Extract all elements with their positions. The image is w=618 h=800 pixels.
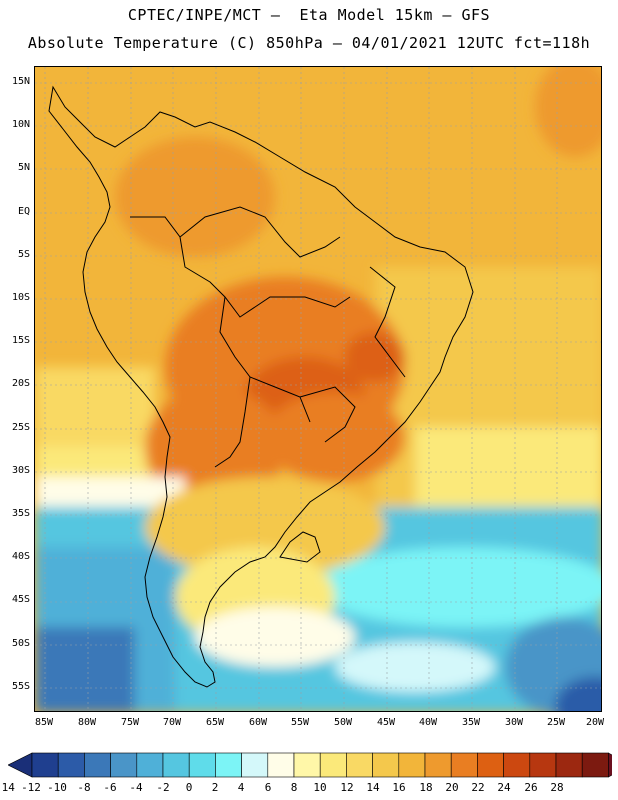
colorbar-swatch [215, 752, 242, 778]
colorbar-label: 0 [185, 781, 193, 794]
colorbar-high-arrow [608, 752, 612, 778]
colorbar-label: 14 [366, 781, 380, 794]
coastline-outline [48, 85, 474, 688]
colorbar-label: 16 [392, 781, 406, 794]
colorbar-swatch [424, 752, 452, 778]
lon-label: 80W [77, 717, 97, 728]
lat-label: 10S [11, 292, 30, 303]
lon-label: 45W [376, 717, 396, 728]
lon-label: 35W [461, 717, 481, 728]
lat-label: 45S [11, 594, 30, 605]
colorbar-swatch [57, 752, 85, 778]
map-subtitle: Absolute Temperature (C) 850hPa – 04/01/… [27, 34, 591, 52]
colorbar-label: 12 [340, 781, 354, 794]
lon-label: 60W [248, 717, 268, 728]
colorbar-swatch [477, 752, 504, 778]
map-svg [35, 67, 601, 711]
lat-label: 55S [11, 681, 30, 692]
temperature-map [34, 66, 602, 712]
colorbar-label: -14 [0, 781, 15, 794]
lat-label: 15S [11, 335, 30, 346]
colorbar-swatch [110, 752, 138, 778]
colorbar-label: 6 [264, 781, 272, 794]
lat-label: 5S [17, 249, 30, 260]
colorbar-label: 2 [211, 781, 219, 794]
lat-label: 25S [11, 422, 30, 433]
colorbar-swatch [293, 752, 321, 778]
lon-label: 65W [205, 717, 225, 728]
lat-label: 40S [11, 551, 30, 562]
colorbar-swatch [555, 752, 583, 778]
colorbar-swatch [319, 752, 347, 778]
colorbar-label: 18 [419, 781, 433, 794]
colorbar-swatch [503, 752, 531, 778]
lat-label: 20S [11, 378, 30, 389]
lat-label: EQ [17, 206, 30, 217]
colorbar-label: 20 [445, 781, 459, 794]
colorbar-label: -10 [47, 781, 67, 794]
colorbar-swatch [450, 752, 478, 778]
colorbar-label: -6 [103, 781, 117, 794]
lon-label: 75W [120, 717, 140, 728]
colorbar-label: 24 [497, 781, 511, 794]
colorbar-swatch [267, 752, 295, 778]
lon-label: 50W [333, 717, 353, 728]
lon-label: 25W [546, 717, 566, 728]
colorbar-label: -8 [77, 781, 91, 794]
colorbar-label: 4 [237, 781, 245, 794]
colorbar-label: -4 [129, 781, 143, 794]
colorbar-label: 22 [471, 781, 485, 794]
colorbar-swatch [188, 752, 216, 778]
lat-label: 10N [11, 119, 30, 130]
lon-label: 30W [504, 717, 524, 728]
colorbar-label: 28 [550, 781, 564, 794]
lat-label: 5N [17, 162, 30, 173]
lon-label: 55W [290, 717, 310, 728]
map-title: CPTEC/INPE/MCT – Eta Model 15km – GFS [127, 6, 491, 24]
colorbar-swatch [241, 752, 269, 778]
lon-label: 40W [418, 717, 438, 728]
colorbar-label: 10 [313, 781, 327, 794]
colorbar-low-arrow [8, 752, 33, 778]
lat-label: 50S [11, 638, 30, 649]
colorbar-swatch [136, 752, 164, 778]
colorbar-swatch [398, 752, 426, 778]
colorbar-swatch [31, 752, 59, 778]
lon-label: 20W [585, 717, 605, 728]
lat-label: 15N [11, 76, 30, 87]
colorbar-swatch [346, 752, 373, 778]
lat-label: 35S [11, 508, 30, 519]
colorbar-swatch [162, 752, 190, 778]
colorbar-swatch [581, 752, 609, 778]
colorbar-swatch [529, 752, 557, 778]
lon-label: 70W [162, 717, 182, 728]
lon-label: 85W [34, 717, 54, 728]
lat-label: 30S [11, 465, 30, 476]
color-scale-bar [8, 752, 612, 778]
colorbar-label: 8 [290, 781, 298, 794]
colorbar-label: -12 [21, 781, 41, 794]
colorbar-swatch [84, 752, 111, 778]
colorbar-label: 26 [524, 781, 538, 794]
colorbar-swatch [372, 752, 400, 778]
colorbar-label: -2 [156, 781, 170, 794]
